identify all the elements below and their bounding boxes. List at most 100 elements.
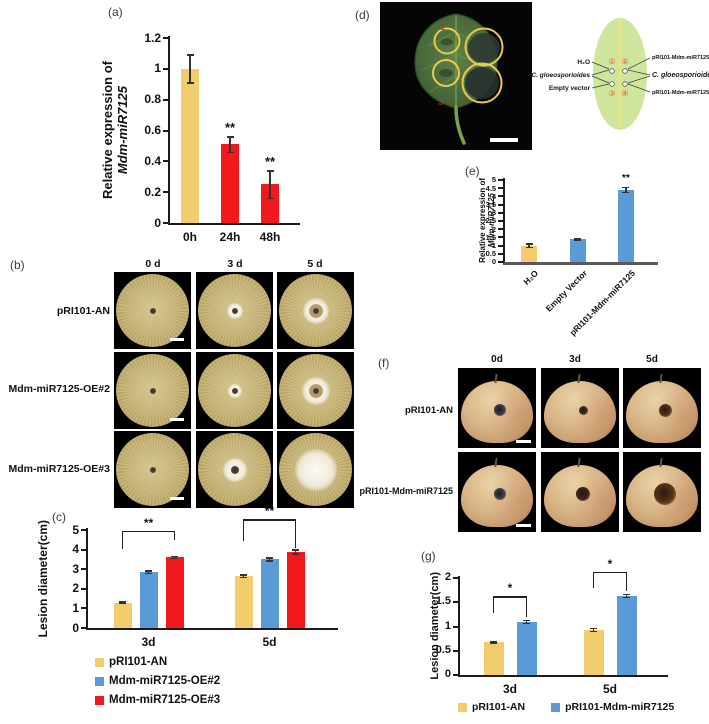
error-bar-line: [242, 574, 245, 578]
significance-stars: **: [264, 504, 275, 519]
petri-dish-photo: [196, 431, 273, 508]
panel-a-label: (a): [108, 5, 123, 19]
x-category-label: 0h: [182, 230, 197, 244]
apple-photo: [458, 452, 536, 532]
panel-b-row-label-oe2: Mdm-miR7125-OE#2: [8, 383, 110, 395]
error-bar-cap: [119, 601, 126, 603]
y-tick-label: 0: [491, 257, 496, 267]
petri-dish-photo: [196, 272, 273, 349]
error-bar-cap: [292, 549, 299, 551]
legend-label: pRI101-Mdm-miR7125: [565, 701, 675, 713]
significance-stars: **: [264, 153, 276, 169]
panel-b-col-header-0d: 0 d: [145, 258, 161, 270]
error-bar-cap: [523, 619, 530, 622]
y-tick: [498, 179, 504, 181]
lesion-smudge-top-left: [441, 38, 453, 46]
sig-bracket-leg: [492, 596, 495, 614]
error-bar-cap: [266, 170, 274, 172]
error-bar-cap: [490, 640, 497, 643]
y-tick: [453, 649, 459, 652]
y-tick: [453, 577, 459, 579]
scale-bar: [170, 418, 184, 421]
apple-photo: [623, 368, 701, 448]
inoculation-plug: [230, 465, 239, 474]
inoculation-plug: [149, 387, 156, 394]
bar: [583, 629, 604, 675]
leaf-inoculation-schematic: ① ② ③ ④ H₂O C. gloeosporioides Empty vec…: [531, 18, 709, 130]
chart-a-ylabel: Relative expression of Mdm-miR7125: [97, 30, 133, 230]
legend-item-pri101-mdm: pRI101-Mdm-miR7125: [551, 701, 674, 713]
x-axis: [86, 628, 338, 630]
schematic-labels: H₂O C. gloeosporioides Empty vector pRI1…: [531, 55, 709, 96]
scale-bar: [170, 338, 184, 341]
svg-text:①: ①: [608, 57, 615, 66]
error-bar-line: [294, 549, 297, 554]
legend-swatch-red: [95, 695, 104, 705]
y-tick-label: 4: [72, 542, 79, 557]
error-bar-cap: [266, 197, 274, 200]
panel-b-row-label-oe3: Mdm-miR7125-OE#3: [8, 463, 110, 475]
petri-dish-photo: [196, 352, 273, 429]
sig-bracket-leg: [242, 519, 245, 541]
lesion-spot: [654, 483, 676, 505]
chart-c-ylabel: Lesion diameter(cm): [30, 520, 56, 637]
y-tick-label: 0.2: [144, 184, 161, 199]
error-bar-cap: [240, 574, 247, 576]
y-tick: [163, 129, 169, 132]
x-category-label: 5d: [602, 682, 617, 696]
y-tick: [453, 674, 459, 676]
sig-bracket-top: [243, 519, 296, 521]
error-bar-cap: [622, 186, 630, 189]
chart-g-legend: pRI101-AN pRI101-Mdm-miR7125: [458, 701, 674, 713]
bar: [616, 595, 637, 675]
significance-stars: *: [607, 556, 613, 571]
legend-label: pRI101-AN: [109, 656, 168, 668]
error-bar-cap: [590, 630, 597, 633]
label-h2o: H₂O: [577, 59, 590, 66]
y-tick-label: 5: [72, 522, 79, 537]
inoculation-plug: [149, 466, 156, 473]
svg-text:③: ③: [608, 89, 615, 98]
y-tick-label: 0: [154, 215, 161, 230]
chart-a-ylabel-line2: Mdm-miR7125: [115, 85, 130, 175]
scale-bar: [516, 524, 531, 527]
lesion-spot: [578, 405, 588, 415]
sig-bracket-leg: [294, 519, 297, 548]
error-bar-line: [189, 54, 191, 83]
y-tick-label: 2.5: [485, 216, 496, 226]
sig-bracket-leg: [121, 530, 124, 549]
sig-bracket-leg: [173, 530, 176, 540]
error-bar-cap: [186, 54, 194, 56]
y-tick-label: 4.5: [485, 183, 496, 193]
inoculation-plug: [149, 307, 156, 314]
y-tick: [498, 203, 504, 206]
error-bar-line: [229, 136, 231, 153]
scale-bar: [170, 497, 184, 500]
leaf-marker-numbers: 1 2 3 4: [438, 20, 469, 107]
legend-swatch-yellow: [458, 702, 467, 712]
legend-swatch-blue: [95, 676, 104, 686]
error-bar-line: [147, 570, 150, 574]
y-tick: [81, 548, 87, 551]
petri-dish-photo: [114, 431, 191, 508]
bar: [516, 621, 537, 675]
y-tick: [498, 244, 504, 247]
apple-photo: [541, 368, 619, 448]
spot-numbers: ① ② ③ ④: [608, 57, 628, 98]
bar: [139, 572, 158, 628]
chart-a-ylabel-line1: Relative expression of: [100, 61, 115, 199]
inoculation-spots: [609, 68, 628, 87]
y-tick-label: 1.5: [435, 595, 451, 608]
error-bar-line: [269, 170, 271, 199]
schematic-pointer-lines: [591, 57, 651, 93]
legend-swatch-yellow: [95, 657, 104, 667]
panel-f-col-header-3d: 3d: [569, 354, 581, 365]
y-tick-label: 0: [444, 668, 451, 681]
mycelium-halo: [294, 448, 337, 491]
bar: [483, 642, 504, 675]
bar: [221, 144, 239, 223]
error-bar-cap: [171, 557, 178, 560]
bar: [261, 184, 279, 223]
panel-f-col-header-0d: 0d: [491, 354, 503, 365]
y-tick: [81, 627, 87, 629]
